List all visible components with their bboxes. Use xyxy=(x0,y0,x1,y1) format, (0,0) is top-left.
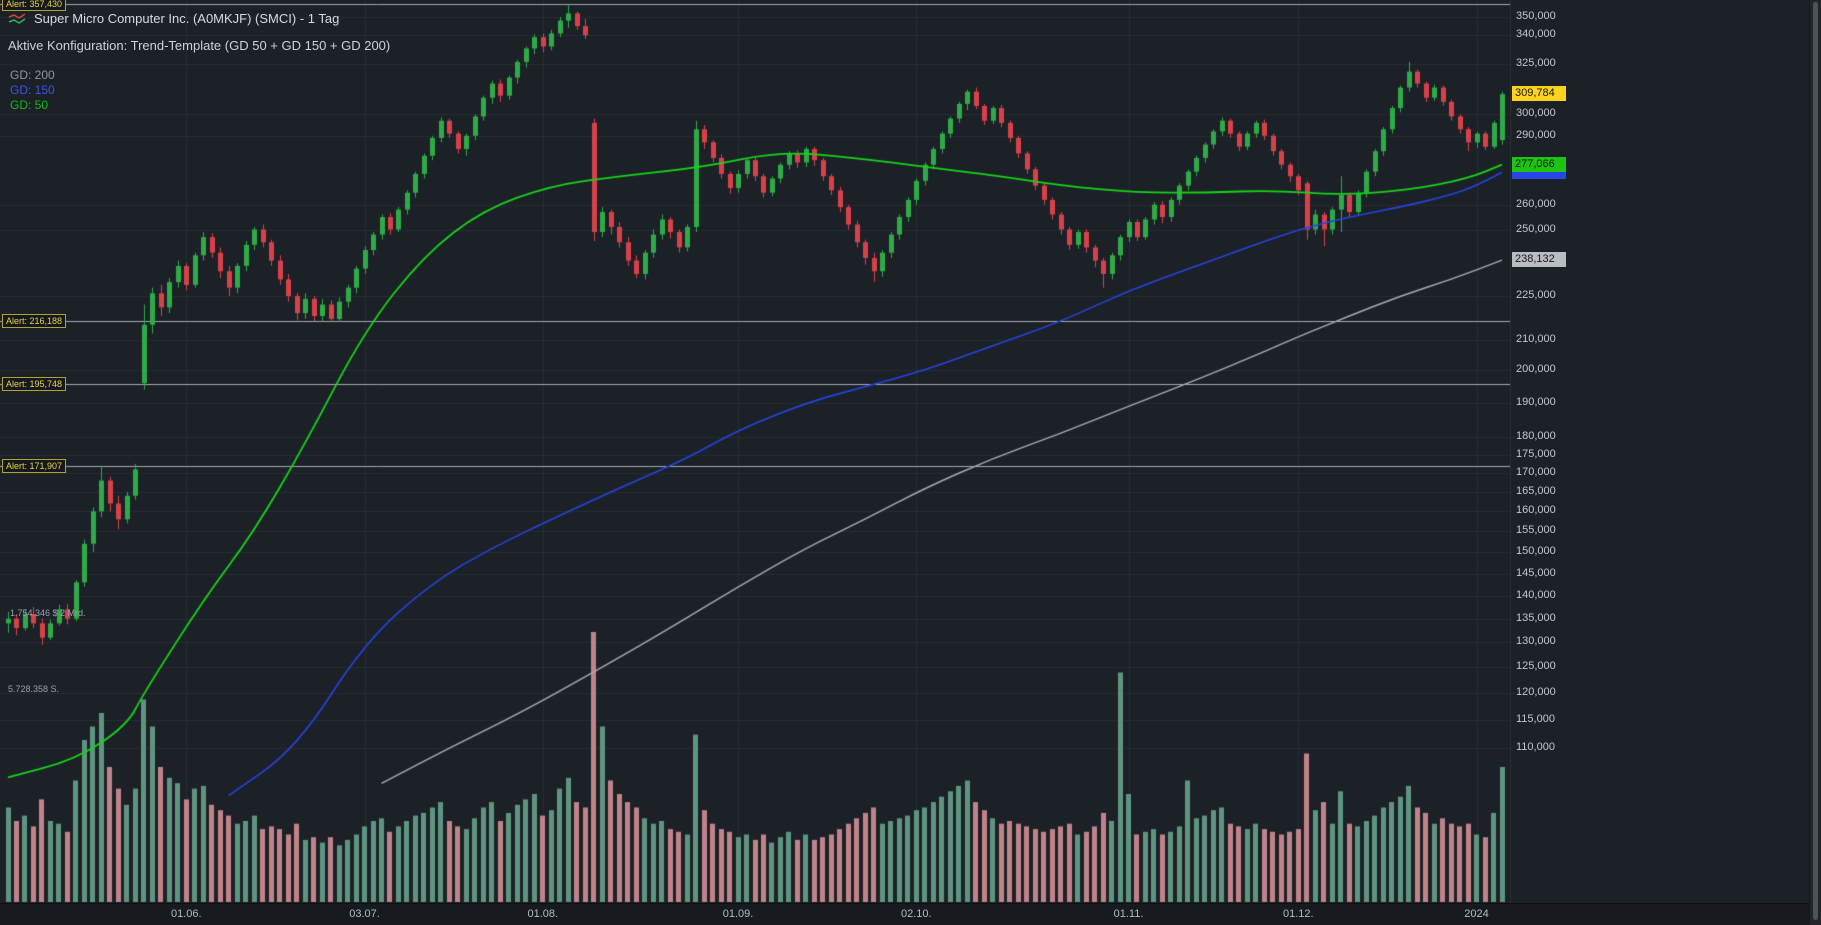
legend-item-gd200[interactable]: GD: 200 xyxy=(10,68,55,82)
y-axis-tick: 350,000 xyxy=(1516,10,1556,22)
legend-item-gd50[interactable]: GD: 50 xyxy=(10,98,49,112)
y-axis-tick: 300,000 xyxy=(1516,107,1556,120)
price-box-last: 309,784 xyxy=(1512,86,1566,102)
y-axis-tick: 145,000 xyxy=(1516,566,1556,579)
alert-label[interactable]: Alert: 216,188 xyxy=(2,314,67,329)
alert-label[interactable]: Alert: 357,430 xyxy=(2,0,67,11)
x-axis-label: 03.07. xyxy=(349,908,380,920)
alert-label[interactable]: Alert: 171,907 xyxy=(2,459,67,474)
x-axis-label: 01.08. xyxy=(527,908,559,920)
y-axis-tick: 200,000 xyxy=(1516,363,1556,376)
chart-header: Super Micro Computer Inc. (A0MKJF) (SMCI… xyxy=(8,11,339,26)
y-axis-tick: 180,000 xyxy=(1516,429,1556,442)
y-axis-tick: 115,000 xyxy=(1516,712,1555,725)
x-axis-label: 01.09. xyxy=(722,908,754,920)
chart-logo-icon xyxy=(8,12,26,24)
y-axis-tick: 155,000 xyxy=(1516,524,1556,537)
y-axis-tick: 175,000 xyxy=(1516,447,1556,460)
y-axis-tick: 130,000 xyxy=(1516,635,1556,648)
y-axis-tick: 170,000 xyxy=(1516,466,1556,479)
y-axis-tick: 160,000 xyxy=(1516,504,1556,517)
y-axis-tick: 290,000 xyxy=(1516,128,1556,141)
y-axis-tick: 190,000 xyxy=(1516,395,1556,408)
vertical-scrollbar[interactable] xyxy=(1809,0,1821,925)
y-axis-tick: 165,000 xyxy=(1516,484,1556,497)
y-axis-tick: 325,000 xyxy=(1516,56,1556,69)
vertical-scrollbar-thumb[interactable] xyxy=(1813,2,1818,920)
y-axis-tick: 120,000 xyxy=(1516,686,1556,699)
x-axis-label: 02.10. xyxy=(900,908,932,920)
price-box-gd50: 277,066 xyxy=(1512,156,1566,172)
volume-turnover-label: 1.754.346 $ 2 Mrd. xyxy=(10,608,86,618)
x-axis-label: 01.12. xyxy=(1282,908,1314,920)
time-axis[interactable]: 01.06. 03.07. 01.08. 01.09. 02.10. 01.11. 01.1… xyxy=(0,903,1810,925)
volume-shares-label: 5.728.358 S. xyxy=(8,684,60,694)
x-axis-label: 01.11. xyxy=(1113,908,1144,920)
x-axis-label: 2024 xyxy=(1464,908,1489,920)
legend-item-gd150[interactable]: GD: 150 xyxy=(10,83,55,97)
y-axis-tick: 110,000 xyxy=(1516,741,1555,753)
y-axis-tick: 210,000 xyxy=(1516,332,1556,345)
x-axis-label: 01.06. xyxy=(170,908,202,920)
y-axis-tick: 150,000 xyxy=(1516,545,1556,558)
y-axis-tick: 140,000 xyxy=(1516,588,1556,601)
y-axis-tick: 125,000 xyxy=(1516,660,1556,673)
y-axis-tick: 260,000 xyxy=(1516,197,1556,210)
y-axis-tick: 250,000 xyxy=(1516,222,1556,235)
chart-title: Super Micro Computer Inc. (A0MKJF) (SMCI… xyxy=(34,11,340,26)
y-axis-tick: 225,000 xyxy=(1516,289,1556,302)
y-axis-tick: 340,000 xyxy=(1516,28,1556,41)
active-configuration-label: Aktive Konfiguration: Trend-Template (GD… xyxy=(8,38,391,53)
price-box-gd200: 238,132 xyxy=(1512,252,1566,268)
alert-label[interactable]: Alert: 195,748 xyxy=(2,377,67,391)
y-axis-tick: 135,000 xyxy=(1516,611,1556,624)
